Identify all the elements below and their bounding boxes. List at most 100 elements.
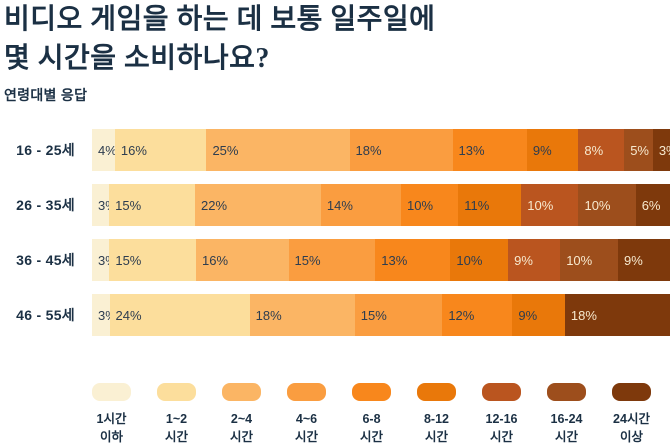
bar-segment: 10% xyxy=(450,239,509,281)
bar-segment: 25% xyxy=(206,129,350,171)
legend-label: 8-12 시간 xyxy=(423,412,450,444)
segment-value-label: 5% xyxy=(630,142,649,158)
bar-segment: 15% xyxy=(109,184,196,226)
bar-segment: 10% xyxy=(578,184,636,226)
legend-item: 1~2 시간 xyxy=(157,383,222,446)
legend-label: 16-24 시간 xyxy=(550,412,583,444)
legend-label: 2~4 시간 xyxy=(229,412,253,444)
legend-item: 2~4 시간 xyxy=(222,383,287,446)
segment-value-label: 13% xyxy=(381,252,408,268)
legend-label: 12-16 시간 xyxy=(485,412,518,444)
legend-swatch xyxy=(482,383,521,401)
segment-value-label: 14% xyxy=(326,197,353,213)
segment-value-label: 9% xyxy=(623,252,643,268)
legend-label: 1~2 시간 xyxy=(164,412,188,444)
legend-item: 6-8 시간 xyxy=(352,383,417,446)
bar-segment: 3% xyxy=(652,129,670,171)
segment-value-label: 10% xyxy=(407,197,434,213)
segment-value-label: 24% xyxy=(115,307,142,323)
segment-value-label: 8% xyxy=(584,142,604,158)
segment-value-label: 10% xyxy=(456,252,483,268)
stacked-bar: 3% 24% 18% 15% 12% 9% 18% xyxy=(92,294,670,336)
bar-segment: 14% xyxy=(320,184,402,226)
bar-segment: 4% xyxy=(92,129,117,171)
legend-item: 24시간 이상 xyxy=(612,383,670,446)
segment-value-label: 18% xyxy=(570,307,597,323)
segment-value-label: 10% xyxy=(527,197,554,213)
legend-item: 1시간 이하 xyxy=(92,383,157,446)
stacked-bar: 4%16% 25% 18% 13% 9% 8% 5% 3% xyxy=(92,129,670,171)
bar-segment: 9% xyxy=(508,239,561,281)
bar-row: 46 - 55세 3% 24% 18% 15% 12% 9% 18% xyxy=(0,294,670,336)
segment-value-label: 12% xyxy=(448,307,475,323)
segment-value-label: 15% xyxy=(360,307,387,323)
bar-segment: 13% xyxy=(452,129,527,171)
legend-swatch xyxy=(417,383,456,401)
legend-swatch xyxy=(92,383,131,401)
bar-segment: 6% xyxy=(635,184,670,226)
legend-swatch xyxy=(352,383,391,401)
segment-value-label: 16% xyxy=(202,252,229,268)
row-label: 26 - 35세 xyxy=(16,197,75,213)
legend-swatch xyxy=(547,383,586,401)
chart-title-line2: 몇 시간을 소비하나요? xyxy=(4,43,270,74)
bar-row: 36 - 45세 3% 15% 16% 15% 13% 10% 9% 10% 9% xyxy=(0,239,670,281)
bar-segment: 11% xyxy=(458,184,522,226)
bar-segment: 22% xyxy=(195,184,321,226)
bar-segment: 10% xyxy=(521,184,579,226)
segment-value-label: 18% xyxy=(255,307,282,323)
legend-label: 24시간 이상 xyxy=(613,412,650,444)
bar-segment: 12% xyxy=(442,294,513,336)
bar-segment: 15% xyxy=(288,239,376,281)
bar-segment: 15% xyxy=(354,294,443,336)
segment-value-label: 15% xyxy=(115,197,142,213)
bar-segment: 13% xyxy=(375,239,451,281)
segment-value-label: 4% xyxy=(98,142,117,158)
segment-value-label: 9% xyxy=(518,307,538,323)
bar-row: 16 - 25세 4%16% 25% 18% 13% 9% 8% 5% 3% xyxy=(0,129,670,171)
bar-segment: 8% xyxy=(578,129,625,171)
segment-value-label: 16% xyxy=(120,142,147,158)
bar-segment: 9% xyxy=(512,294,565,336)
segment-value-label: 18% xyxy=(355,142,382,158)
bar-segment: 18% xyxy=(349,129,453,171)
bar-segment: 16% xyxy=(196,239,289,281)
bar-segment: 3% xyxy=(92,239,117,281)
bar-segment: 3% xyxy=(92,184,117,226)
legend-swatch xyxy=(612,383,651,401)
segment-value-label: 3% xyxy=(658,142,670,158)
legend-item: 12-16 시간 xyxy=(482,383,547,446)
legend-swatch xyxy=(222,383,261,401)
bar-segment: 10% xyxy=(560,239,618,281)
segment-value-label: 11% xyxy=(464,197,490,213)
bar-segment: 18% xyxy=(249,294,355,336)
segment-value-label: 6% xyxy=(641,197,661,213)
bar-segment: 24% xyxy=(109,294,250,336)
bar-segment: 3% xyxy=(92,294,117,336)
stacked-bar: 3% 15% 22% 14% 10% 11% 10% 10% 6% xyxy=(92,184,670,226)
chart-subtitle: 연령대별 응답 xyxy=(4,87,88,103)
legend-item: 16-24 시간 xyxy=(547,383,612,446)
segment-value-label: 15% xyxy=(115,252,142,268)
bar-segment: 18% xyxy=(564,294,670,336)
chart-title: 비디오 게임을 하는 데 보통 일주일에 몇 시간을 소비하나요? xyxy=(4,0,435,78)
bar-segment: 10% xyxy=(401,184,459,226)
legend-swatch xyxy=(287,383,326,401)
segment-value-label: 10% xyxy=(584,197,611,213)
segment-value-label: 9% xyxy=(532,142,552,158)
legend-label: 1시간 이하 xyxy=(96,412,127,444)
segment-value-label: 9% xyxy=(514,252,533,268)
row-label: 16 - 25세 xyxy=(16,142,75,158)
bar-row: 26 - 35세 3% 15% 22% 14% 10% 11% 10% 10% 6% xyxy=(0,184,670,226)
legend-swatch xyxy=(157,383,196,401)
bar-segment: 15% xyxy=(109,239,197,281)
legend-label: 6-8 시간 xyxy=(359,412,383,444)
chart-legend: 1시간 이하 1~2 시간 2~4 시간 4~6 시간 6-8 시간 8-12 시간 12-16 시간 16… xyxy=(92,383,670,446)
segment-value-label: 25% xyxy=(212,142,239,158)
legend-item: 8-12 시간 xyxy=(417,383,482,446)
bar-segment: 16% xyxy=(114,129,207,171)
stacked-bar: 3% 15% 16% 15% 13% 10% 9% 10% 9% xyxy=(92,239,670,281)
segment-value-label: 13% xyxy=(458,142,485,158)
